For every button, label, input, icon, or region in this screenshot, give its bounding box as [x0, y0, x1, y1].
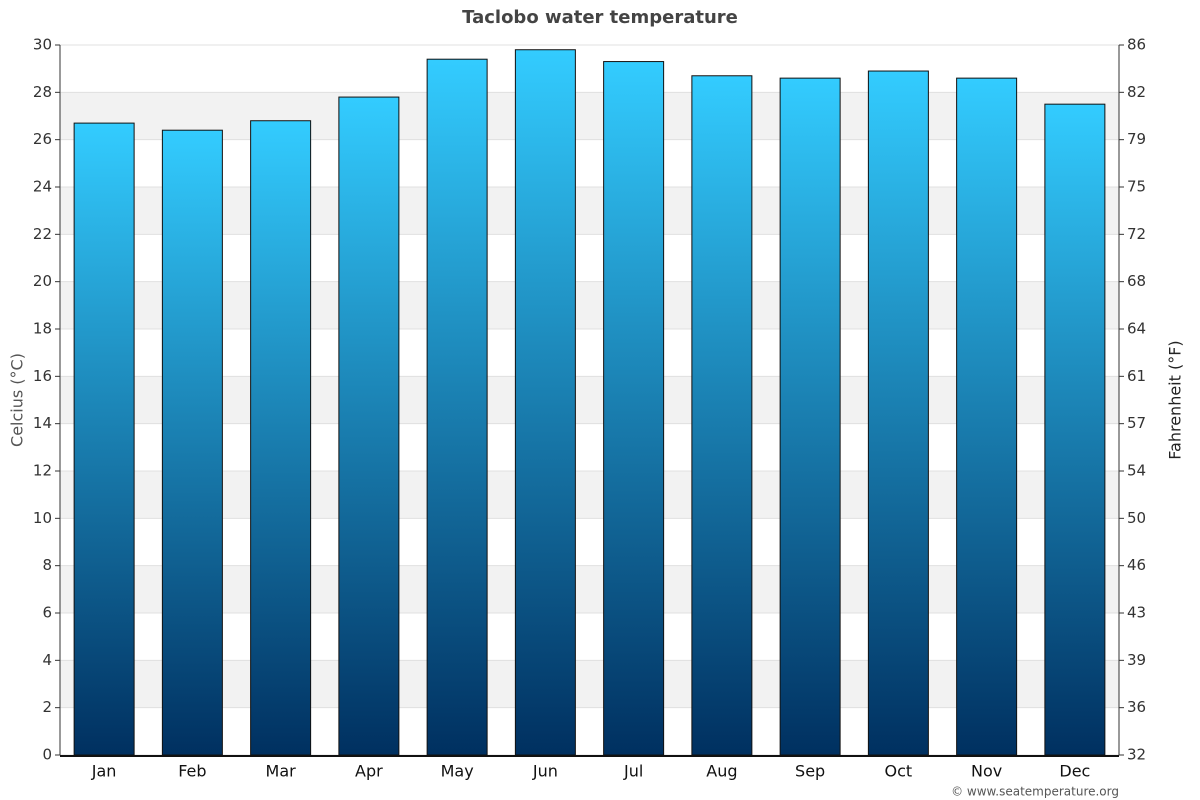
- bar: [956, 77, 1018, 756]
- y2-tick-label: 82: [1127, 83, 1146, 101]
- y-tick-label: 8: [42, 556, 52, 574]
- y-tick-label: 0: [42, 746, 52, 764]
- x-tick-label: Jun: [532, 762, 558, 781]
- y2-tick-label: 57: [1127, 414, 1146, 432]
- y-tick-label: 20: [33, 272, 52, 290]
- y-tick-label: 14: [33, 414, 52, 432]
- y-tick-label: 10: [33, 509, 52, 527]
- bar: [691, 75, 753, 756]
- y2-tick-label: 68: [1127, 272, 1146, 290]
- y2-tick-label: 54: [1127, 462, 1146, 480]
- bar: [867, 70, 929, 756]
- bar: [338, 96, 400, 756]
- bar: [514, 49, 576, 756]
- x-tick-label: Sep: [795, 762, 825, 781]
- x-tick-label: Jan: [91, 762, 117, 781]
- x-tick-label: Aug: [706, 762, 737, 781]
- bar: [73, 122, 135, 756]
- y2-tick-label: 32: [1127, 746, 1146, 764]
- y-tick-label: 22: [33, 225, 52, 243]
- y2-tick-label: 64: [1127, 320, 1146, 338]
- grid-band: [60, 187, 1119, 235]
- y2-tick-label: 46: [1127, 556, 1146, 574]
- y-tick-label: 12: [33, 462, 52, 480]
- chart-title: Taclobo water temperature: [462, 7, 738, 28]
- x-tick-label: Nov: [971, 762, 1002, 781]
- y2-tick-label: 61: [1127, 367, 1146, 385]
- y2-tick-label: 50: [1127, 509, 1146, 527]
- grid-band: [60, 565, 1119, 613]
- x-tick-label: Apr: [355, 762, 383, 781]
- bar: [1044, 103, 1106, 756]
- y-tick-label: 24: [33, 178, 52, 196]
- grid-band: [60, 660, 1119, 708]
- x-tick-label: Mar: [266, 762, 297, 781]
- y-axis-title: Celcius (°C): [8, 353, 27, 447]
- grid-band: [60, 471, 1119, 519]
- y2-tick-label: 86: [1127, 36, 1146, 54]
- y-tick-label: 4: [42, 651, 52, 669]
- x-tick-label: Dec: [1059, 762, 1090, 781]
- y-tick-label: 30: [33, 36, 52, 54]
- x-tick-label: Feb: [178, 762, 206, 781]
- y2-tick-label: 43: [1127, 604, 1146, 622]
- grid-band: [60, 92, 1119, 140]
- x-tick-label: Oct: [885, 762, 913, 781]
- y2-tick-label: 39: [1127, 651, 1146, 669]
- x-tick-label: Jul: [623, 762, 643, 781]
- bar: [426, 58, 488, 756]
- bar: [779, 77, 841, 756]
- y2-tick-label: 75: [1127, 178, 1146, 196]
- y2-axis-title: Fahrenheit (°F): [1166, 340, 1185, 459]
- y2-tick-label: 79: [1127, 130, 1146, 148]
- bar: [603, 61, 665, 756]
- credit: © www.seatemperature.org: [951, 785, 1119, 799]
- y-tick-label: 26: [33, 130, 52, 148]
- grid-band: [60, 281, 1119, 329]
- y2-tick-label: 72: [1127, 225, 1146, 243]
- y2-tick-label: 36: [1127, 698, 1146, 716]
- x-tick-label: May: [441, 762, 474, 781]
- y-tick-label: 18: [33, 320, 52, 338]
- y-tick-label: 6: [42, 604, 52, 622]
- plot-background: [60, 92, 1119, 708]
- bar: [161, 129, 223, 756]
- bar: [250, 120, 312, 756]
- y-tick-label: 28: [33, 83, 52, 101]
- grid-band: [60, 376, 1119, 424]
- y-tick-label: 2: [42, 698, 52, 716]
- y-tick-label: 16: [33, 367, 52, 385]
